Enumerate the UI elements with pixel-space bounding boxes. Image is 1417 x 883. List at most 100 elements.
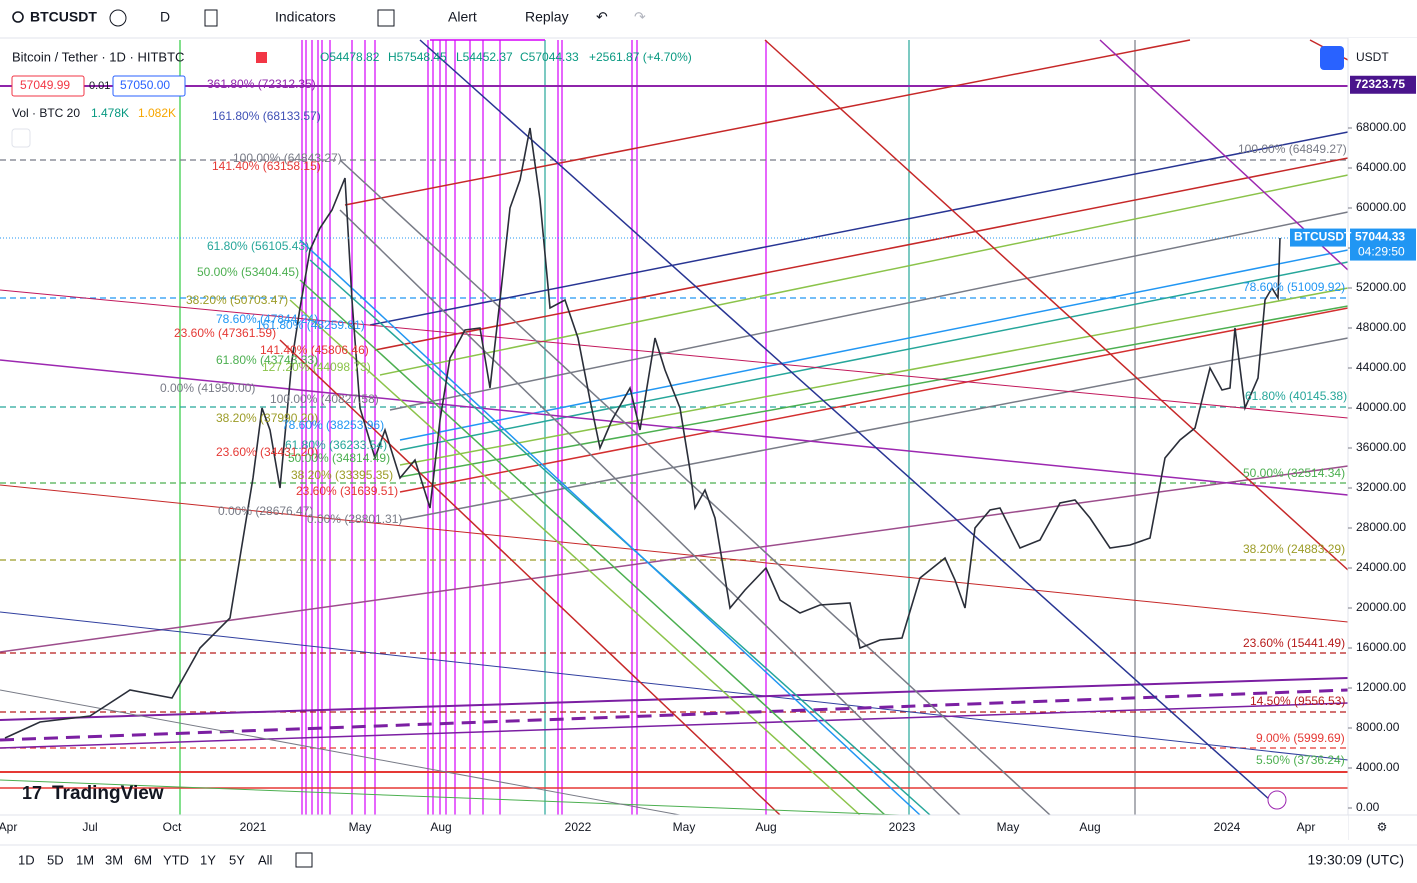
- search-icon[interactable]: [12, 11, 24, 23]
- currency-selector[interactable]: USDT: [1356, 50, 1389, 64]
- fib-label: 50.00% (53404.45): [197, 265, 299, 279]
- symbol[interactable]: BTCUSDT: [30, 9, 97, 25]
- fib-label: 78.60% (51009.92): [1243, 280, 1345, 294]
- legend-close: C57044.33: [520, 50, 579, 64]
- time-label: Oct: [163, 820, 182, 834]
- fib-label: 23.60% (31639.51): [296, 484, 398, 498]
- time-label: 2024: [1214, 820, 1241, 834]
- symbol-badge: [1290, 228, 1346, 247]
- legend-low: L54452.37: [456, 50, 513, 64]
- price-tick-label: 44000.00: [1356, 360, 1406, 374]
- legend-high: H57548.45: [388, 50, 447, 64]
- indicators-button[interactable]: Indicators: [275, 9, 336, 25]
- price-tick-label: 16000.00: [1356, 640, 1406, 654]
- interval[interactable]: D: [160, 9, 170, 25]
- fib-label: 161.80% (68133.57): [212, 109, 321, 123]
- range-button[interactable]: All: [258, 852, 273, 867]
- legend-open: O54478.82: [320, 50, 380, 64]
- templates-button[interactable]: [377, 9, 395, 27]
- price-series: [4, 127, 1281, 739]
- fib-label: 127.20% (44098.73): [262, 360, 371, 374]
- range-button[interactable]: 1M: [76, 852, 94, 867]
- range-button[interactable]: 3M: [105, 852, 123, 867]
- volume-label: Vol · BTC 20: [12, 106, 80, 120]
- fib-label: 141.40% (63158.15): [212, 159, 321, 173]
- time-label: Aug: [1079, 820, 1100, 834]
- time-label: May: [349, 820, 372, 834]
- time-axis: [0, 815, 1348, 840]
- fib-label: 61.80% (36233.54): [285, 438, 387, 452]
- time-label: Aug: [430, 820, 451, 834]
- date-range-button[interactable]: [295, 852, 313, 868]
- fib-label: 50.00% (32514.34): [1243, 466, 1345, 480]
- level-badge-label: 72323.75: [1355, 77, 1405, 91]
- fib-label: 14.50% (9556.53): [1250, 694, 1345, 708]
- range-button[interactable]: 1Y: [200, 852, 216, 867]
- fib-label: 161.80% (48259.81): [256, 318, 365, 332]
- price-tick-label: 40000.00: [1356, 400, 1406, 414]
- price-axis: [1348, 38, 1417, 815]
- fib-label: 5.50% (3736.24): [1256, 753, 1345, 767]
- collapse-button[interactable]: [11, 128, 31, 148]
- last-price-badge: [1350, 228, 1416, 261]
- range-button[interactable]: 6M: [134, 852, 152, 867]
- volume-2: 1.082K: [138, 106, 176, 120]
- range-button[interactable]: 1D: [18, 852, 35, 867]
- range-button[interactable]: 5D: [47, 852, 64, 867]
- time-label: 2023: [889, 820, 916, 834]
- fib-label: 50.00% (34814.49): [288, 451, 390, 465]
- fib-label: 9.00% (5999.69): [1256, 731, 1345, 745]
- replay-button[interactable]: Replay: [525, 9, 569, 25]
- time-label: 2021: [240, 820, 267, 834]
- legend-change: +2561.87 (+4.70%): [589, 50, 692, 64]
- price-tick-label: 12000.00: [1356, 680, 1406, 694]
- time-label: Jul: [82, 820, 97, 834]
- fib-label: 38.20% (33395.35): [291, 468, 393, 482]
- auto-scale-button[interactable]: [1320, 46, 1344, 70]
- fib-label: 23.60% (47361.59): [174, 326, 276, 340]
- legend-title: Bitcoin / Tether · 1D · HITBTC: [12, 49, 184, 64]
- price-tick-label: 4000.00: [1356, 760, 1400, 774]
- settings-icon[interactable]: ⚙: [1377, 820, 1388, 834]
- fib-label: 100.00% (40827.58): [270, 392, 379, 406]
- time-label: May: [673, 820, 696, 834]
- alert-button[interactable]: Alert: [448, 9, 477, 25]
- compare-button[interactable]: [109, 9, 127, 27]
- price-tick-label: 52000.00: [1356, 280, 1406, 294]
- horizontal-levels: [0, 159, 1348, 749]
- fib-label: 100.00% (64843.27): [233, 151, 342, 165]
- price-tick-label: 24000.00: [1356, 560, 1406, 574]
- time-label: May: [997, 820, 1020, 834]
- bid-box[interactable]: [11, 75, 85, 97]
- price-tick-label: 68000.00: [1356, 120, 1406, 134]
- ask-box[interactable]: [112, 75, 186, 97]
- undo-button[interactable]: ↶: [596, 9, 608, 25]
- trend-lines: [0, 39, 1349, 816]
- spread: 0.01: [89, 80, 110, 92]
- range-button[interactable]: 5Y: [229, 852, 245, 867]
- flag[interactable]: [256, 52, 267, 63]
- time-label: Apr: [1297, 820, 1316, 834]
- fib-label: 38.20% (37990.20): [216, 411, 318, 425]
- chart-plot: [0, 39, 1349, 816]
- last-price-label: 57044.33: [1355, 230, 1405, 244]
- fib-label: 61.80% (40145.38): [1245, 389, 1347, 403]
- fib-label: 78.60% (47844.24): [216, 312, 318, 326]
- fib-label: 38.20% (24883.29): [1243, 542, 1345, 556]
- fib-label: 61.80% (56105.43): [207, 239, 309, 253]
- range-button[interactable]: YTD: [163, 852, 189, 867]
- fib-label: 38.20% (50703.47): [186, 293, 288, 307]
- redo-button[interactable]: ↷: [634, 9, 646, 25]
- fib-label: 61.80% (43743.33): [216, 353, 318, 367]
- countdown: 04:29:50: [1358, 245, 1405, 259]
- clock: 19:30:09 (UTC): [1308, 852, 1404, 868]
- price-tick-label: 8000.00: [1356, 720, 1400, 734]
- replay-indicator[interactable]: [1267, 790, 1287, 810]
- chart-type-button[interactable]: [204, 9, 218, 27]
- fib-label: 0.00% (28676.47): [218, 504, 313, 518]
- price-tick-label: 36000.00: [1356, 440, 1406, 454]
- price-tick-label: 28000.00: [1356, 520, 1406, 534]
- time-label: Apr: [0, 820, 17, 834]
